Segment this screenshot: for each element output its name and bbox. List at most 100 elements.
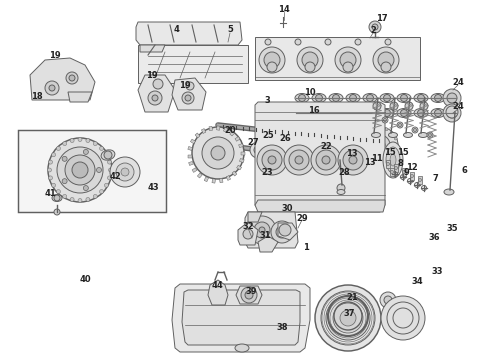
Polygon shape	[172, 78, 206, 110]
Text: 24: 24	[452, 77, 464, 86]
Circle shape	[65, 155, 95, 185]
Circle shape	[391, 131, 393, 135]
Circle shape	[110, 157, 140, 187]
Text: 30: 30	[281, 203, 293, 212]
Circle shape	[93, 194, 97, 198]
Circle shape	[367, 156, 369, 158]
Bar	[188, 147, 193, 150]
Circle shape	[259, 227, 265, 233]
Bar	[232, 171, 237, 176]
Circle shape	[390, 102, 398, 110]
Circle shape	[384, 94, 391, 102]
Text: 32: 32	[242, 221, 254, 230]
Circle shape	[54, 195, 60, 201]
Circle shape	[289, 150, 309, 170]
Ellipse shape	[403, 132, 413, 138]
Circle shape	[271, 221, 293, 243]
Circle shape	[108, 168, 113, 172]
Circle shape	[335, 47, 361, 73]
Circle shape	[385, 128, 388, 131]
Circle shape	[417, 94, 424, 102]
Circle shape	[78, 198, 82, 202]
Circle shape	[372, 24, 378, 30]
Polygon shape	[248, 212, 262, 222]
Circle shape	[447, 93, 457, 103]
Circle shape	[62, 179, 67, 184]
Circle shape	[83, 185, 88, 190]
Text: 25: 25	[262, 131, 274, 140]
Circle shape	[211, 146, 225, 160]
Circle shape	[192, 127, 244, 179]
Text: 36: 36	[428, 234, 440, 243]
Circle shape	[268, 156, 276, 164]
Circle shape	[398, 123, 401, 126]
Bar	[220, 178, 223, 183]
Text: 21: 21	[346, 293, 358, 302]
Text: 34: 34	[411, 276, 423, 285]
Circle shape	[380, 292, 396, 308]
Circle shape	[367, 94, 373, 102]
Polygon shape	[140, 45, 165, 52]
Circle shape	[387, 162, 390, 166]
Circle shape	[443, 89, 461, 107]
Circle shape	[418, 179, 421, 181]
Circle shape	[250, 142, 266, 158]
Bar	[201, 129, 206, 134]
Text: 19: 19	[49, 50, 61, 59]
Circle shape	[243, 229, 253, 239]
Ellipse shape	[101, 150, 115, 160]
Circle shape	[333, 109, 340, 117]
Ellipse shape	[389, 132, 397, 138]
Ellipse shape	[380, 108, 394, 117]
Bar	[240, 158, 244, 162]
Text: 28: 28	[338, 167, 350, 176]
Bar	[189, 161, 194, 165]
Polygon shape	[263, 128, 280, 138]
Circle shape	[152, 95, 158, 101]
Text: 24: 24	[452, 102, 464, 111]
Circle shape	[51, 153, 55, 157]
Circle shape	[107, 176, 111, 180]
Circle shape	[99, 147, 103, 150]
Circle shape	[298, 94, 305, 102]
Polygon shape	[386, 160, 390, 168]
Circle shape	[49, 85, 55, 91]
Circle shape	[375, 140, 385, 150]
Circle shape	[51, 183, 55, 187]
Polygon shape	[255, 102, 385, 212]
Circle shape	[48, 138, 112, 202]
Circle shape	[107, 160, 111, 164]
Bar	[209, 126, 213, 131]
Circle shape	[420, 102, 428, 110]
Circle shape	[397, 312, 409, 324]
Polygon shape	[182, 290, 300, 345]
Circle shape	[355, 39, 361, 45]
Ellipse shape	[414, 94, 428, 103]
Circle shape	[45, 81, 59, 95]
Circle shape	[54, 209, 60, 215]
Circle shape	[63, 141, 67, 145]
Circle shape	[48, 168, 51, 172]
Ellipse shape	[346, 108, 360, 117]
Text: 8: 8	[397, 158, 403, 167]
Text: 38: 38	[276, 324, 288, 333]
Bar	[197, 173, 202, 178]
Polygon shape	[255, 37, 420, 80]
Circle shape	[86, 198, 90, 202]
Circle shape	[338, 145, 368, 175]
Circle shape	[381, 296, 425, 340]
Bar	[212, 179, 216, 183]
Text: 19: 19	[146, 71, 158, 80]
Circle shape	[411, 175, 414, 177]
Circle shape	[104, 153, 108, 157]
Circle shape	[116, 163, 134, 181]
Circle shape	[405, 102, 413, 110]
Circle shape	[384, 118, 387, 122]
Ellipse shape	[363, 94, 377, 103]
Bar	[204, 177, 209, 182]
Text: 3: 3	[264, 95, 270, 104]
Text: 33: 33	[431, 266, 443, 275]
Polygon shape	[136, 22, 242, 45]
Circle shape	[66, 72, 78, 84]
Circle shape	[49, 176, 52, 180]
